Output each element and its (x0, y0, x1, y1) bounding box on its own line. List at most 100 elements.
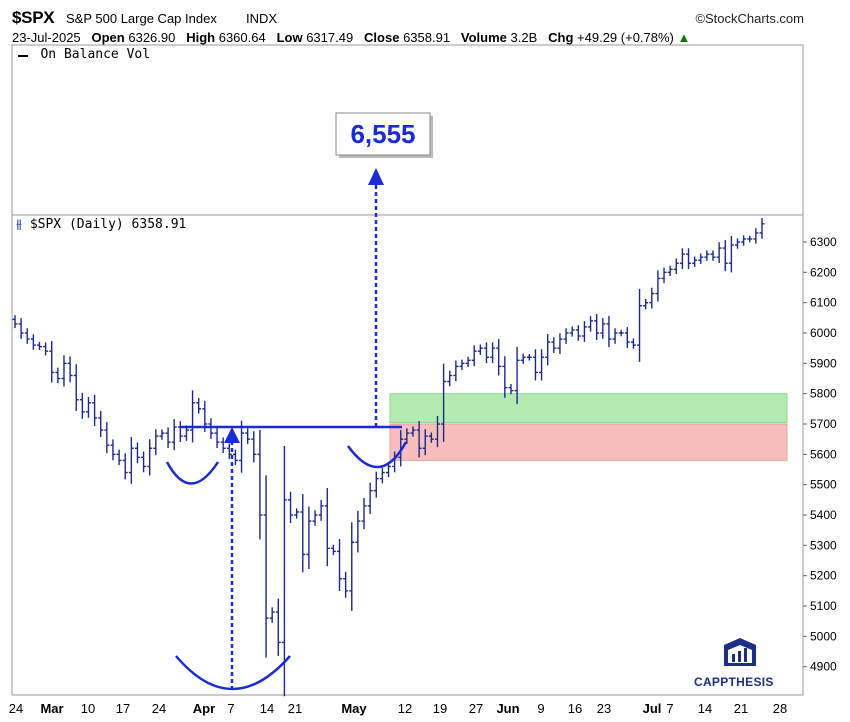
x-tick-label: Jun (496, 701, 519, 716)
close-label: Close (364, 30, 400, 45)
volume-value: 3.2B (510, 30, 538, 45)
ohlc-bar (275, 598, 281, 656)
ohlc-bar (300, 494, 306, 573)
ohlc-bar (55, 367, 61, 384)
ohlc-bar (637, 288, 643, 362)
ohlc-bar (312, 510, 318, 526)
ohlc-bar (379, 467, 385, 484)
ohlc-bar (728, 235, 734, 273)
index-name: S&P 500 Large Cap Index (66, 11, 217, 26)
x-tick-label: 23 (597, 701, 611, 716)
x-tick-label: 27 (469, 701, 483, 716)
quote-date: 23-Jul-2025 (12, 30, 81, 45)
ohlc-bar (330, 544, 336, 556)
target-label: 6,555 (350, 119, 415, 149)
ohlc-bar (686, 248, 692, 270)
ohlc-bar (679, 248, 685, 270)
ohlc-bar (581, 321, 587, 342)
ohlc-bar (710, 250, 716, 261)
risk-zone (389, 423, 788, 461)
ohlc-bar (520, 353, 526, 364)
x-tick-label: 7 (227, 701, 234, 716)
y-tick-label: 5400 (810, 508, 837, 522)
ohlc-bar (24, 328, 30, 344)
ohlc-bar (190, 390, 196, 443)
ohlc-bar (208, 418, 214, 439)
y-tick-label: 5700 (810, 417, 837, 431)
x-tick-label: 24 (152, 701, 166, 716)
ohlc-legend-icon: ⫵ (16, 217, 22, 232)
low-label: Low (276, 30, 303, 45)
volume-label: Volume (460, 30, 507, 45)
ohlc-bar (404, 428, 410, 444)
ohlc-bar (471, 345, 477, 367)
ohlc-bar (281, 445, 287, 697)
ohlc-bar (569, 326, 575, 337)
ohlc-bar (85, 396, 91, 418)
ohlc-bar (36, 341, 42, 350)
ohlc-bar (79, 392, 85, 419)
ohlc-bar (698, 253, 704, 264)
ohlc-bar (349, 522, 355, 611)
y-tick-label: 5900 (810, 356, 837, 370)
ohlc-bar (159, 429, 165, 440)
ohlc-bar (43, 342, 49, 356)
ohlc-bar (245, 428, 251, 444)
ohlc-bar (263, 475, 269, 658)
ohlc-bar (232, 449, 238, 466)
x-tick-label: 21 (288, 701, 302, 716)
ohlc-bar (165, 427, 171, 449)
ohlc-bar (649, 287, 655, 309)
open-label: Open (91, 30, 125, 45)
ohlc-bar (612, 328, 618, 344)
y-tick-label: 5600 (810, 447, 837, 461)
x-tick-label: 10 (81, 701, 95, 716)
ohlc-bar (526, 353, 532, 361)
ohlc-bar (600, 318, 606, 339)
ohlc-bar (134, 442, 140, 464)
ohlc-bar (477, 344, 483, 355)
ohlc-bar (306, 506, 312, 569)
low-value: 6317.49 (306, 30, 354, 45)
quote-bar: 23-Jul-2025 Open 6326.90 High 6360.64 Lo… (12, 30, 690, 45)
ohlc-bar (465, 356, 471, 367)
ohlc-bar (67, 356, 73, 383)
chg-value: +49.29 (+0.78%) (577, 30, 674, 45)
y-tick-label: 5100 (810, 599, 837, 613)
head-measure-arrowhead (224, 427, 240, 444)
ohlc-bar (73, 364, 79, 412)
y-tick-label: 6200 (810, 265, 837, 279)
ohlc-bar (153, 429, 159, 456)
ohlc-bars (12, 217, 765, 697)
ohlc-bar (661, 267, 667, 284)
ohlc-bar (214, 427, 220, 449)
ohlc-bar (496, 339, 502, 376)
y-tick-label: 6000 (810, 326, 837, 340)
high-value: 6360.64 (218, 30, 266, 45)
price-label-text: $SPX (Daily) 6358.91 (29, 217, 187, 232)
ohlc-bar (514, 346, 520, 405)
x-tick-label: Mar (40, 701, 63, 716)
ohlc-bar (373, 471, 379, 498)
left-shoulder-arc (165, 461, 220, 485)
ohlc-bar (618, 329, 624, 337)
y-tick-label: 5800 (810, 387, 837, 401)
ohlc-bar (416, 420, 422, 458)
ohlc-bar (539, 349, 545, 381)
x-tick-label: 14 (698, 701, 712, 716)
ohlc-bar (453, 360, 459, 382)
ohlc-bar (588, 316, 594, 332)
ohlc-bar (643, 299, 649, 310)
pattern-annotations (165, 168, 408, 693)
ohlc-bar (12, 315, 18, 329)
x-tick-label: 14 (260, 701, 274, 716)
ohlc-bar (673, 258, 679, 275)
target-arrowhead (368, 168, 384, 185)
capp-logo-icon (724, 638, 756, 666)
x-tick-label: 19 (433, 701, 447, 716)
ohlc-bar (655, 270, 661, 302)
ohlc-bar (141, 451, 147, 473)
ohlc-bar (337, 539, 343, 592)
y-tick-label: 5300 (810, 538, 837, 552)
